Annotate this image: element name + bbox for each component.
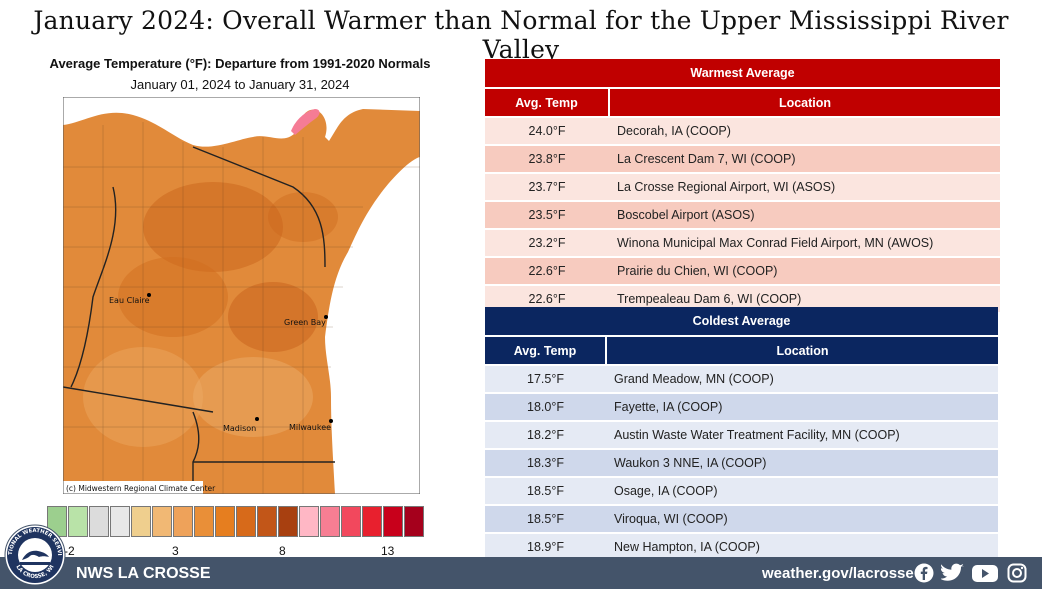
scale-swatch — [173, 506, 193, 537]
location-cell: Winona Municipal Max Conrad Field Airpor… — [609, 228, 1000, 257]
city-label-eau-claire: Eau Claire — [109, 296, 150, 305]
location-cell: Fayette, IA (COOP) — [606, 392, 998, 421]
scale-swatch — [278, 506, 298, 537]
location-cell: Boscobel Airport (ASOS) — [609, 200, 1000, 229]
table-row: 18.9°F New Hampton, IA (COOP) — [485, 532, 998, 560]
scale-swatch — [320, 506, 340, 537]
coldest-banner: Coldest Average — [485, 307, 998, 336]
column-header-avg-temp: Avg. Temp — [485, 87, 609, 117]
avg-temp-cell: 17.5°F — [485, 364, 606, 393]
scale-label: 13 — [381, 544, 395, 558]
footer-website-link[interactable]: weather.gov/lacrosse — [762, 565, 914, 582]
avg-temp-cell: 23.7°F — [485, 172, 609, 201]
avg-temp-cell: 18.2°F — [485, 420, 606, 449]
location-cell: New Hampton, IA (COOP) — [606, 532, 998, 560]
scale-swatch — [152, 506, 172, 537]
location-cell: Decorah, IA (COOP) — [609, 116, 1000, 145]
scale-swatch — [236, 506, 256, 537]
scale-swatch — [404, 506, 424, 537]
table-row: 18.0°F Fayette, IA (COOP) — [485, 392, 998, 421]
city-label-madison: Madison — [223, 424, 256, 433]
slide-title: January 2024: Overall Warmer than Normal… — [33, 6, 1009, 64]
scale-swatch — [131, 506, 151, 537]
scale-label: 3 — [172, 544, 179, 558]
location-cell: Grand Meadow, MN (COOP) — [606, 364, 998, 393]
instagram-icon[interactable] — [1007, 563, 1027, 583]
scale-swatch — [362, 506, 382, 537]
map-title: Average Temperature (°F): Departure from… — [49, 56, 431, 71]
column-header-location: Location — [608, 87, 1000, 117]
coldest-table: Coldest Average Avg. Temp Location 17.5°… — [485, 307, 998, 560]
avg-temp-cell: 18.5°F — [485, 476, 606, 505]
avg-temp-cell: 23.2°F — [485, 228, 609, 257]
table-row: 23.2°F Winona Municipal Max Conrad Field … — [485, 228, 1000, 257]
warmest-banner: Warmest Average — [485, 59, 1000, 88]
table-row: 18.5°F Viroqua, WI (COOP) — [485, 504, 998, 533]
facebook-icon[interactable] — [914, 563, 934, 583]
table-row: 18.3°F Waukon 3 NNE, IA (COOP) — [485, 448, 998, 477]
location-cell: Waukon 3 NNE, IA (COOP) — [606, 448, 998, 477]
location-cell: Prairie du Chien, WI (COOP) — [609, 256, 1000, 285]
temperature-departure-map: Eau Claire Green Bay Madison Milwaukee (… — [63, 97, 420, 494]
table-row: 18.5°F Osage, IA (COOP) — [485, 476, 998, 505]
table-row: 23.7°F La Crosse Regional Airport, WI (AS… — [485, 172, 1000, 201]
avg-temp-cell: 24.0°F — [485, 116, 609, 145]
table-row: 17.5°F Grand Meadow, MN (COOP) — [485, 364, 998, 393]
city-label-milwaukee: Milwaukee — [289, 423, 331, 432]
map-credit: (c) Midwestern Regional Climate Center — [66, 484, 216, 493]
color-scale — [47, 506, 425, 537]
avg-temp-cell: 22.6°F — [485, 256, 609, 285]
scale-label: -2 — [64, 544, 75, 558]
scale-swatch — [383, 506, 403, 537]
table-row: 22.6°F Prairie du Chien, WI (COOP) — [485, 256, 1000, 285]
location-cell: La Crescent Dam 7, WI (COOP) — [609, 144, 1000, 173]
avg-temp-cell: 18.3°F — [485, 448, 606, 477]
avg-temp-cell: 18.0°F — [485, 392, 606, 421]
footer-office-name: NWS LA CROSSE — [76, 565, 211, 582]
avg-temp-cell: 23.8°F — [485, 144, 609, 173]
location-cell: La Crosse Regional Airport, WI (ASOS) — [609, 172, 1000, 201]
scale-swatch — [341, 506, 361, 537]
location-cell: Austin Waste Water Treatment Facility, M… — [606, 420, 998, 449]
location-cell: Viroqua, WI (COOP) — [606, 504, 998, 533]
city-label-green-bay: Green Bay — [284, 318, 326, 327]
scale-swatch — [194, 506, 214, 537]
scale-swatch — [257, 506, 277, 537]
nws-logo: NATIONAL WEATHER SERVICE LA CROSSE, WI — [4, 524, 66, 586]
avg-temp-cell: 18.5°F — [485, 504, 606, 533]
footer-bar: NWS LA CROSSE weather.gov/lacrosse — [0, 557, 1042, 589]
column-header-location: Location — [605, 335, 998, 365]
avg-temp-cell: 23.5°F — [485, 200, 609, 229]
warmest-table: Warmest Average Avg. Temp Location 24.0°… — [485, 59, 1000, 312]
scale-swatch — [68, 506, 88, 537]
map-subtitle: January 01, 2024 to January 31, 2024 — [130, 77, 350, 92]
column-header-avg-temp: Avg. Temp — [485, 335, 606, 365]
avg-temp-cell: 18.9°F — [485, 532, 606, 560]
youtube-icon[interactable] — [971, 563, 999, 583]
table-row: 18.2°F Austin Waste Water Treatment Facil… — [485, 420, 998, 449]
twitter-icon[interactable] — [941, 563, 965, 583]
table-row: 23.5°F Boscobel Airport (ASOS) — [485, 200, 1000, 229]
table-row: 23.8°F La Crescent Dam 7, WI (COOP) — [485, 144, 1000, 173]
scale-swatch — [299, 506, 319, 537]
scale-swatch — [89, 506, 109, 537]
table-row: 24.0°F Decorah, IA (COOP) — [485, 116, 1000, 145]
location-cell: Osage, IA (COOP) — [606, 476, 998, 505]
scale-swatch — [215, 506, 235, 537]
scale-label: 8 — [279, 544, 286, 558]
scale-swatch — [110, 506, 130, 537]
